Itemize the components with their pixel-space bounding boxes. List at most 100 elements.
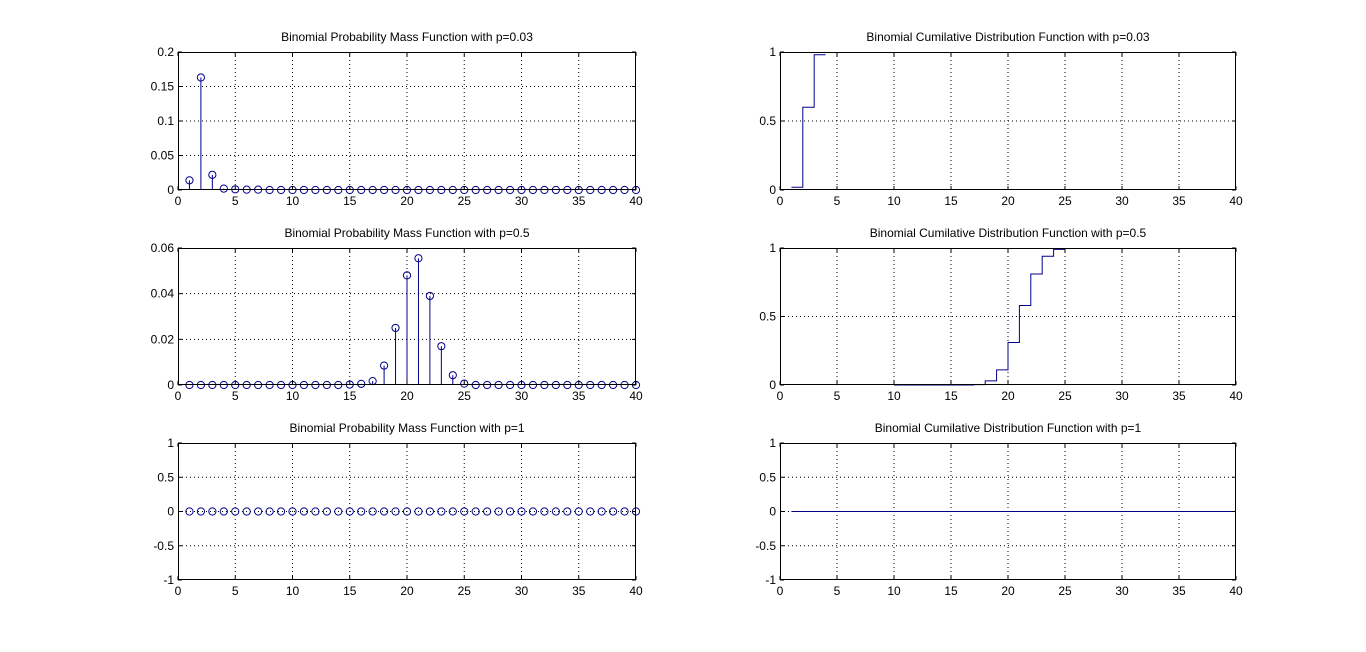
x-tick-label: 25 bbox=[1058, 194, 1072, 208]
stem-marker bbox=[609, 507, 618, 516]
y-tick-label: 0 bbox=[167, 378, 174, 392]
x-tick-label: 40 bbox=[629, 584, 643, 598]
y-tick-label: 0.15 bbox=[151, 80, 175, 94]
y-tick-label: 0 bbox=[167, 505, 174, 519]
stem-marker bbox=[265, 507, 274, 516]
y-tick-label: -0.5 bbox=[755, 539, 776, 553]
x-tick-label: 35 bbox=[572, 584, 586, 598]
x-tick-label: 40 bbox=[629, 194, 643, 208]
stem-marker bbox=[288, 507, 297, 516]
x-tick-label: 10 bbox=[286, 194, 300, 208]
y-tick-label: 0.5 bbox=[759, 310, 776, 324]
x-tick-label: 0 bbox=[175, 584, 182, 598]
x-tick-label: 20 bbox=[400, 389, 414, 403]
x-tick-label: 0 bbox=[175, 389, 182, 403]
plot-title: Binomial Cumilative Distribution Functio… bbox=[870, 226, 1147, 240]
stem-marker bbox=[563, 507, 572, 516]
x-tick-label: 30 bbox=[1115, 389, 1129, 403]
plot-title: Binomial Probability Mass Function with … bbox=[281, 30, 533, 44]
x-tick-label: 30 bbox=[1115, 584, 1129, 598]
x-tick-label: 25 bbox=[458, 584, 472, 598]
x-tick-label: 5 bbox=[834, 389, 841, 403]
y-tick-label: 0.04 bbox=[151, 287, 175, 301]
x-tick-label: 25 bbox=[458, 194, 472, 208]
x-tick-label: 20 bbox=[400, 194, 414, 208]
x-tick-label: 25 bbox=[1058, 389, 1072, 403]
subplot-3: 0 5 10 15 20 25 30 35 40 0 0.02 0.04 0.06 Binomial Pr… bbox=[151, 226, 643, 403]
y-tick-label: 0 bbox=[167, 183, 174, 197]
x-tick-label: 35 bbox=[1172, 194, 1186, 208]
x-tick-label: 10 bbox=[887, 194, 901, 208]
stem-marker bbox=[357, 507, 366, 516]
stem-marker bbox=[368, 507, 377, 516]
x-tick-label: 0 bbox=[777, 389, 784, 403]
stem-marker bbox=[231, 507, 240, 516]
x-tick-label: 0 bbox=[175, 194, 182, 208]
stem-marker bbox=[460, 379, 469, 388]
stem-marker bbox=[254, 507, 263, 516]
stem-marker bbox=[242, 507, 251, 516]
stem-marker bbox=[494, 507, 503, 516]
x-tick-label: 35 bbox=[572, 389, 586, 403]
x-tick-label: 5 bbox=[232, 584, 239, 598]
stem-marker bbox=[380, 507, 389, 516]
stem-marker bbox=[460, 507, 469, 516]
x-tick-label: 35 bbox=[1172, 584, 1186, 598]
stem-marker bbox=[322, 507, 331, 516]
stem-marker bbox=[380, 361, 389, 370]
x-tick-label: 15 bbox=[944, 584, 958, 598]
y-tick-label: 0.06 bbox=[151, 241, 175, 255]
y-tick-label: -1 bbox=[163, 573, 174, 587]
stem-marker bbox=[311, 507, 320, 516]
stem-marker bbox=[219, 507, 228, 516]
stem-marker bbox=[437, 342, 446, 351]
y-tick-label: 1 bbox=[769, 436, 776, 450]
plot-title: Binomial Cumilative Distribution Functio… bbox=[866, 30, 1149, 44]
x-tick-label: 40 bbox=[1229, 389, 1243, 403]
x-tick-label: 25 bbox=[1058, 584, 1072, 598]
x-tick-label: 0 bbox=[777, 584, 784, 598]
x-tick-label: 15 bbox=[944, 389, 958, 403]
y-tick-label: -0.5 bbox=[153, 539, 174, 553]
cdf-stairs-line bbox=[791, 54, 826, 188]
stem-marker bbox=[391, 323, 400, 333]
stem-marker bbox=[357, 379, 366, 388]
stem-marker bbox=[448, 371, 457, 380]
subplot-5: 0 5 10 15 20 25 30 35 40 -1 -0.5 0 0.5 1 Binomial Prob… bbox=[153, 421, 643, 598]
stem-marker bbox=[425, 291, 434, 301]
subplot-1: 0 5 10 15 20 25 30 35 40 0 0.05 0.1 0.15 0.2 Binomial … bbox=[151, 30, 643, 208]
stem-marker bbox=[540, 507, 549, 516]
subplot-2: 0 5 10 15 20 25 30 35 40 0 0.5 1 Binomial Cumilative… bbox=[759, 30, 1243, 208]
stem-marker bbox=[345, 507, 354, 516]
x-tick-label: 30 bbox=[515, 194, 529, 208]
x-tick-label: 0 bbox=[777, 194, 784, 208]
y-tick-label: 0 bbox=[769, 183, 776, 197]
stem-marker bbox=[402, 507, 412, 516]
stem-marker bbox=[551, 507, 560, 516]
plot-title: Binomial Probability Mass Function with … bbox=[284, 226, 529, 240]
x-tick-label: 30 bbox=[1115, 194, 1129, 208]
x-tick-label: 20 bbox=[1001, 194, 1015, 208]
x-tick-label: 35 bbox=[572, 194, 586, 208]
stem-marker bbox=[505, 507, 515, 516]
stem-marker bbox=[196, 507, 205, 516]
y-tick-label: 0.5 bbox=[759, 114, 776, 128]
stem-marker bbox=[299, 507, 309, 516]
stem-marker bbox=[574, 507, 583, 516]
y-tick-label: 0.5 bbox=[759, 470, 776, 484]
x-tick-label: 20 bbox=[1001, 389, 1015, 403]
subplot-4: 0 5 10 15 20 25 30 35 40 0 0.5 1 Binomial Cumilative… bbox=[759, 226, 1243, 403]
x-tick-label: 10 bbox=[887, 584, 901, 598]
y-tick-label: 0.5 bbox=[157, 470, 174, 484]
plot-title: Binomial Probability Mass Function with … bbox=[289, 421, 524, 435]
y-tick-label: 0.02 bbox=[151, 332, 175, 346]
stem-marker bbox=[425, 507, 434, 516]
x-tick-label: 40 bbox=[1229, 194, 1243, 208]
stem-marker bbox=[528, 507, 538, 516]
y-tick-label: 1 bbox=[769, 241, 776, 255]
y-tick-label: 0.2 bbox=[157, 45, 174, 59]
x-tick-label: 20 bbox=[1001, 584, 1015, 598]
stem-marker bbox=[437, 507, 446, 516]
stem-marker bbox=[276, 507, 286, 516]
